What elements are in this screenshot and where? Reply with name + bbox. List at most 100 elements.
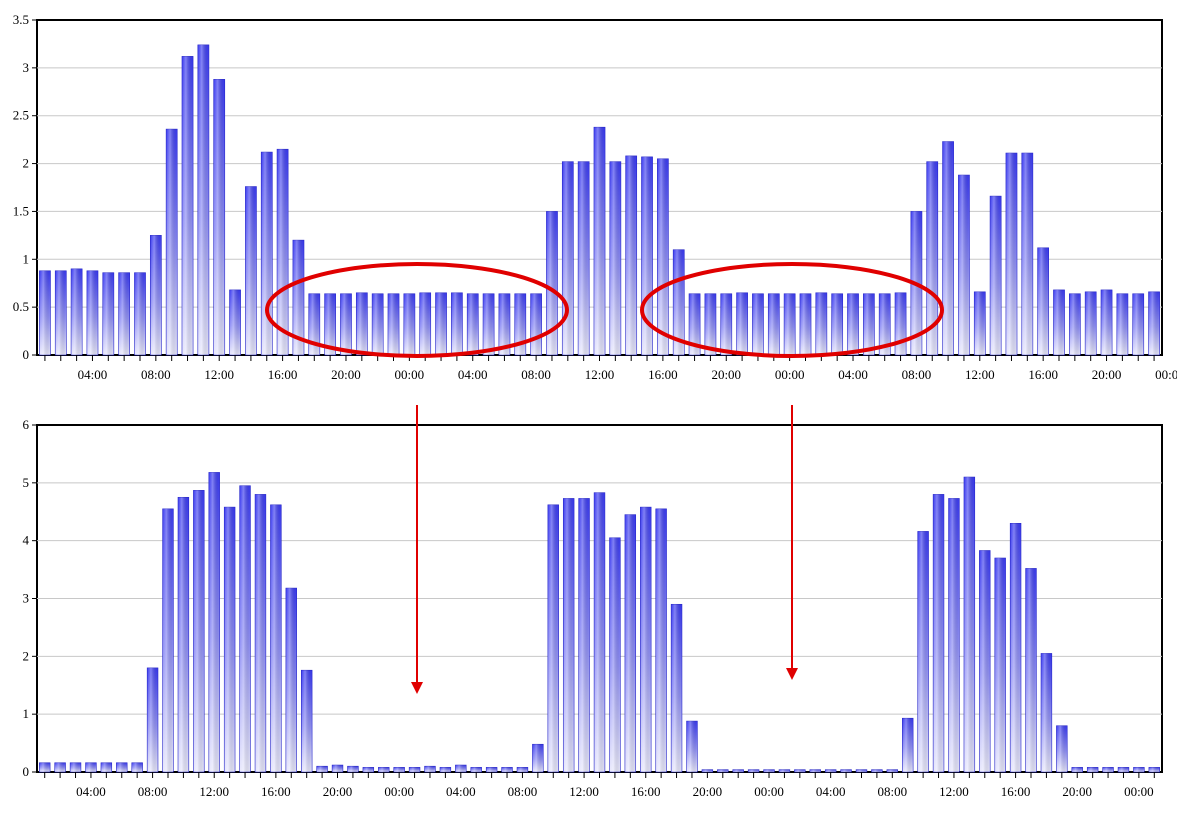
x-tick-label: 04:00 [446, 784, 476, 799]
bar-highlight [752, 293, 764, 355]
bar-highlight [1041, 653, 1052, 772]
x-tick-label: 16:00 [261, 784, 291, 799]
bar-highlight [393, 767, 405, 772]
bar-highlight [340, 293, 352, 355]
x-tick-label: 08:00 [877, 784, 907, 799]
x-tick-label: 12:00 [965, 367, 995, 382]
x-tick-label: 08:00 [141, 367, 171, 382]
x-tick-label: 20:00 [1062, 784, 1092, 799]
bar-highlight [768, 293, 780, 355]
bar-highlight [799, 293, 812, 355]
y-tick-label: 3.5 [13, 12, 29, 27]
bar-highlight [150, 235, 162, 355]
bar-highlight [486, 767, 498, 772]
bar-highlight [1053, 289, 1065, 355]
bar-highlight [213, 79, 225, 355]
top-bar-chart: 0 0.5 1 1.5 2 2.5 3 3.5 04:00 08:00 12:00 16:00 20:0… [13, 12, 1177, 382]
bar-highlight [763, 769, 775, 772]
bar-highlight [102, 272, 114, 355]
bar-highlight [640, 507, 652, 772]
bar-highlight [131, 762, 143, 772]
bar-highlight [229, 289, 241, 355]
y-tick-label: 2 [23, 648, 30, 663]
bar-highlight [277, 149, 289, 355]
bar-highlight [362, 767, 374, 772]
bar-highlight [641, 156, 653, 355]
bar-highlight [455, 765, 467, 772]
bar-highlight [673, 249, 685, 355]
bar-highlight [285, 588, 297, 772]
bar-highlight [530, 293, 542, 355]
bar-highlight [732, 769, 744, 772]
bar-highlight [994, 558, 1006, 772]
y-tick-label: 0 [23, 347, 30, 362]
bar-highlight [625, 155, 637, 355]
bar-highlight [86, 270, 99, 355]
x-tick-label: 00:00 [1155, 367, 1177, 382]
y-tick-label: 6 [23, 417, 30, 432]
bar-highlight [1071, 767, 1083, 772]
bar-highlight [316, 766, 328, 772]
bar-highlight [39, 762, 51, 772]
bar-highlight [779, 769, 790, 772]
bar-highlight [879, 293, 891, 355]
y-tick-label: 3 [23, 60, 30, 75]
bar-highlight [948, 498, 960, 772]
bar-highlight [1087, 767, 1099, 772]
bar-highlight [748, 769, 760, 772]
bar-highlight [1025, 568, 1037, 772]
bar-highlight [736, 292, 748, 355]
bar-highlight [784, 293, 796, 355]
bar-highlight [178, 497, 189, 772]
bar-highlight [1132, 293, 1144, 355]
bar-highlight [895, 292, 907, 355]
y-tick-label: 0.5 [13, 299, 29, 314]
bar-highlight [134, 272, 146, 355]
bar-highlight [1116, 293, 1128, 355]
bar-highlight [292, 240, 304, 355]
y-tick-label: 2.5 [13, 108, 29, 123]
bar-highlight [224, 507, 236, 772]
bar-highlight [933, 494, 944, 772]
bar-highlight [409, 767, 420, 772]
bar-highlight [118, 272, 130, 355]
bar-highlight [1148, 767, 1160, 772]
x-tick-label: 04:00 [76, 784, 106, 799]
y-tick-label: 3 [23, 591, 30, 606]
bar-highlight [578, 161, 590, 355]
x-tick-label: 04:00 [838, 367, 868, 382]
bar-highlight [871, 769, 883, 772]
bar-highlight [181, 56, 194, 355]
bar-highlight [717, 769, 729, 772]
bar-highlight [372, 293, 384, 355]
bar-highlight [54, 762, 66, 772]
bar-highlight [71, 268, 83, 355]
x-tick-label: 08:00 [902, 367, 932, 382]
x-tick-label: 08:00 [508, 784, 538, 799]
bar-highlight [1148, 291, 1160, 355]
bar-highlight [403, 293, 415, 355]
bar-highlight [847, 293, 859, 355]
arrow-head [786, 668, 798, 680]
bar-highlight [85, 762, 97, 772]
bar-highlight [593, 127, 606, 355]
bar-highlight [1069, 293, 1081, 355]
bar-highlight [794, 769, 806, 772]
bar-highlight [1100, 289, 1113, 355]
bar-highlight [55, 270, 67, 355]
arrow-head [411, 682, 423, 694]
bar-highlight [451, 292, 463, 355]
y-tick-label: 5 [23, 475, 30, 490]
x-tick-label: 04:00 [816, 784, 846, 799]
x-tick-label: 00:00 [775, 367, 805, 382]
bar-highlight [308, 293, 320, 355]
bar-highlight [831, 293, 843, 355]
bar-highlight [624, 514, 636, 772]
y-tick-label: 1.5 [13, 203, 29, 218]
bar-highlight [562, 161, 574, 355]
bottom-bar-chart: 0 1 2 3 4 5 6 04:00 08:00 12:00 16:00 20:00 00:00 04:… [23, 417, 1163, 799]
bar-highlight [840, 769, 852, 772]
bar-highlight [686, 721, 698, 772]
bar-highlight [239, 485, 251, 772]
bar-highlight [470, 767, 482, 772]
